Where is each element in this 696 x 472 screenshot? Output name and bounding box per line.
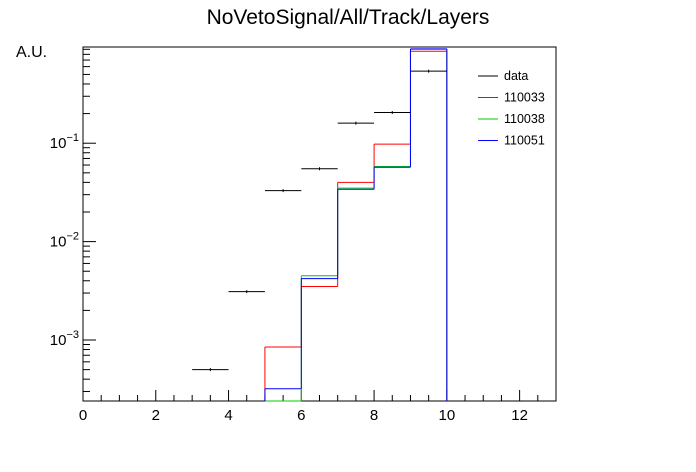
- series-data: [192, 69, 447, 372]
- legend-label: 110051: [504, 134, 545, 148]
- y-tick-label: 10−3: [50, 329, 79, 349]
- x-tick-label: 8: [370, 407, 378, 424]
- y-axis-label: A.U.: [16, 44, 48, 61]
- plot-frame: [82, 46, 557, 402]
- x-tick-label: 4: [224, 407, 232, 424]
- x-tick-label: 10: [439, 407, 456, 424]
- series-110051: [264, 48, 448, 401]
- legend-label: 110038: [504, 112, 545, 126]
- x-tick-label: 6: [297, 407, 305, 424]
- legend-label: data: [504, 69, 528, 83]
- chart-title: NoVetoSignal/All/Track/Layers: [206, 6, 490, 29]
- x-tick-label: 12: [511, 407, 528, 424]
- series-110038: [264, 48, 448, 402]
- y-tick-label: 10−1: [50, 132, 79, 152]
- y-tick-label: 10−2: [50, 231, 79, 251]
- x-tick-label: 2: [152, 407, 160, 424]
- x-tick-label: 0: [79, 407, 87, 424]
- series-110033: [264, 50, 448, 401]
- legend-label: 110033: [504, 91, 545, 105]
